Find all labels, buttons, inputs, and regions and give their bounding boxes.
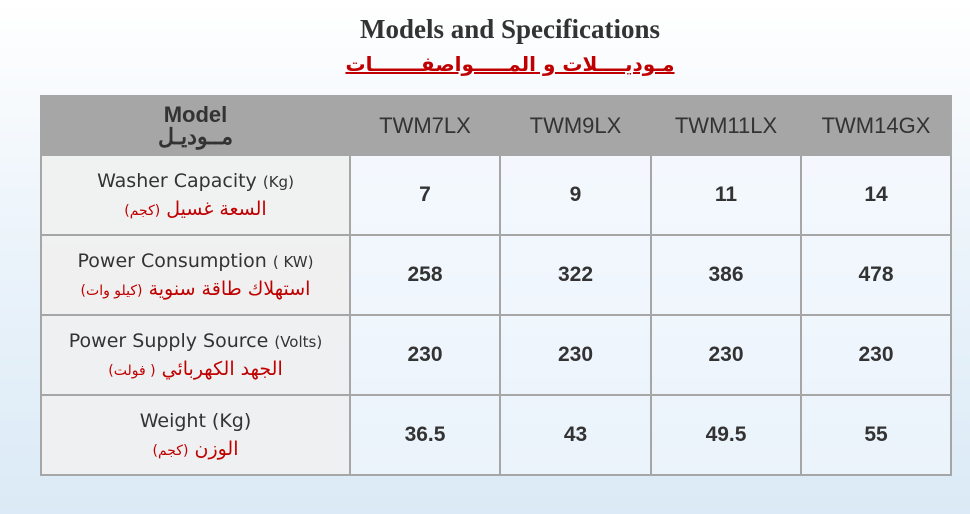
subtitle: مـوديــــلات و المـــــواصفـــــــات [345, 52, 675, 76]
spec-value: 55 [800, 394, 952, 476]
row-label: Power Supply Source (Volts) [42, 330, 349, 352]
label-text-ar: الجهد الكهربائي [161, 358, 283, 380]
row-label: Washer Capacity (Kg) [42, 170, 349, 192]
spec-row: Power Supply Source (Volts) الجهد الكهربا… [40, 314, 952, 396]
label-text: Power Consumption [77, 250, 267, 272]
unit: (Kg) [262, 173, 294, 191]
model-name: TWM7LX [349, 95, 501, 156]
spec-table: Model مــوديـل TWM7LX TWM9LX TWM11LX TWM14GX W… [40, 95, 952, 476]
spec-row: Washer Capacity (Kg) السعة غسيل (كجم) 7 9 11… [40, 154, 952, 236]
spec-value: 11 [650, 154, 802, 236]
spec-value: 49.5 [650, 394, 802, 476]
spec-value: 230 [800, 314, 952, 396]
unit-ar: ( فولت) [108, 363, 156, 379]
spec-row: Power Consumption ( KW) استهلاك طاقة سنوي… [40, 234, 952, 316]
row-label-cell: Washer Capacity (Kg) السعة غسيل (كجم) [40, 154, 351, 236]
row-label-cell: Power Supply Source (Volts) الجهد الكهربا… [40, 314, 351, 396]
unit-ar: (كجم) [124, 203, 161, 219]
label-text-ar: الوزن [194, 438, 239, 460]
model-name: TWM11LX [650, 95, 802, 156]
model-name: TWM14GX [800, 95, 952, 156]
header-row: Model مــوديـل TWM7LX TWM9LX TWM11LX TWM14GX [40, 95, 952, 156]
spec-value: 258 [349, 234, 501, 316]
spec-value: 478 [800, 234, 952, 316]
label-text: Power Supply Source [68, 330, 269, 352]
row-label-cell: Power Consumption ( KW) استهلاك طاقة سنوي… [40, 234, 351, 316]
title: Models and Specifications [359, 14, 661, 44]
unit: ( KW) [272, 253, 314, 271]
unit-ar: (كيلو وات) [80, 283, 143, 299]
header-label: Model [163, 101, 228, 127]
spec-value: 43 [499, 394, 652, 476]
model-name: TWM9LX [499, 95, 652, 156]
spec-value: 7 [349, 154, 501, 236]
spec-value: 386 [650, 234, 802, 316]
label-text-ar: السعة غسيل [166, 198, 267, 220]
spec-row: Weight (Kg) الوزن (كجم) 36.5 43 49.5 55 [40, 394, 952, 476]
label-text-ar: استهلاك طاقة سنوية [148, 278, 311, 300]
header-cell: Model مــوديـل [40, 95, 351, 156]
header-label-ar: مــوديـل [157, 123, 234, 149]
row-label: Power Consumption ( KW) [42, 250, 349, 272]
unit: (Volts) [274, 333, 323, 351]
label-text: Weight (Kg) [139, 410, 252, 432]
label-text: Washer Capacity [97, 170, 257, 192]
spec-value: 230 [499, 314, 652, 396]
row-label-ar: الوزن (كجم) [42, 438, 349, 460]
spec-value: 9 [499, 154, 652, 236]
spec-value: 36.5 [349, 394, 501, 476]
spec-value: 230 [349, 314, 501, 396]
row-label: Weight (Kg) [42, 410, 349, 432]
unit-ar: (كجم) [152, 443, 189, 459]
spec-value: 14 [800, 154, 952, 236]
row-label-ar: الجهد الكهربائي ( فولت) [42, 358, 349, 380]
row-label-ar: السعة غسيل (كجم) [42, 198, 349, 220]
spec-value: 230 [650, 314, 802, 396]
row-label-ar: استهلاك طاقة سنوية (كيلو وات) [42, 278, 349, 300]
spec-value: 322 [499, 234, 652, 316]
row-label-cell: Weight (Kg) الوزن (كجم) [40, 394, 351, 476]
